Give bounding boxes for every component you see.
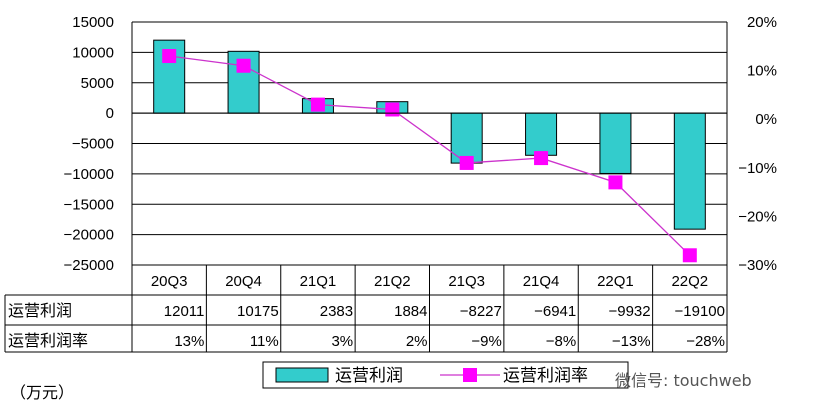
line-series bbox=[162, 49, 697, 263]
y-left-tick-label: 0 bbox=[106, 105, 114, 122]
bar-series bbox=[153, 39, 706, 230]
table-cell: 3% bbox=[331, 333, 353, 350]
table-cell: 12011 bbox=[164, 303, 205, 320]
y-left-tick-label: −15000 bbox=[64, 196, 114, 213]
table-cell: −13% bbox=[612, 333, 651, 350]
y-left-tick-label: −10000 bbox=[64, 166, 114, 183]
line-marker bbox=[534, 151, 549, 166]
line-marker bbox=[608, 175, 623, 190]
gridlines bbox=[132, 21, 727, 266]
y-left-tick-label: 10000 bbox=[72, 44, 114, 61]
y-left-tick-label: −20000 bbox=[64, 227, 114, 244]
table-cell: −19100 bbox=[675, 303, 725, 320]
x-tick-label: 20Q3 bbox=[151, 273, 188, 290]
y-left-tick-label: 15000 bbox=[72, 14, 114, 31]
y-right-tick-label: 10% bbox=[747, 63, 777, 80]
table-row-label: 运营利润率 bbox=[8, 331, 88, 350]
line-marker bbox=[459, 155, 474, 170]
y-left-tick-label: −5000 bbox=[72, 136, 114, 153]
table-cell: 2383 bbox=[320, 303, 353, 320]
table-cell: 13% bbox=[174, 333, 204, 350]
x-tick-label: 21Q2 bbox=[374, 273, 411, 290]
y-right-tick-label: 20% bbox=[747, 14, 777, 31]
bar bbox=[673, 112, 706, 230]
x-tick-label: 21Q3 bbox=[448, 273, 485, 290]
data-table: 20Q3 20Q4 21Q1 21Q2 21Q3 21Q4 22Q1 22Q2 运营利润 1201… bbox=[4, 264, 728, 353]
table-cell: −9% bbox=[471, 333, 501, 350]
line-marker bbox=[162, 49, 177, 64]
watermark-text: 微信号: touchweb bbox=[615, 371, 752, 390]
y-right-tick-label: −10% bbox=[738, 160, 777, 177]
x-tick-label: 22Q2 bbox=[671, 273, 708, 290]
legend-label: 运营利润率 bbox=[503, 366, 588, 386]
table-cell: −8% bbox=[546, 333, 576, 350]
x-tick-label: 22Q1 bbox=[597, 273, 634, 290]
line-marker bbox=[385, 102, 400, 117]
x-tick-label: 21Q1 bbox=[300, 273, 337, 290]
unit-label: （万元） bbox=[10, 383, 74, 402]
bar bbox=[599, 112, 632, 174]
line-marker bbox=[236, 58, 251, 73]
table-cell: −28% bbox=[686, 333, 725, 350]
legend-label: 运营利润 bbox=[335, 366, 403, 386]
line-path bbox=[169, 55, 691, 256]
y-left-tick-label: 5000 bbox=[81, 75, 114, 92]
y-right-tick-label: −30% bbox=[738, 257, 777, 274]
bar bbox=[525, 112, 558, 156]
axes: 15000 10000 5000 0 −5000 −10000 −15000 −20000 −2… bbox=[64, 14, 777, 274]
table-cell: 1884 bbox=[394, 303, 427, 320]
table-cell: 10175 bbox=[237, 303, 279, 320]
table-cell: −8227 bbox=[460, 303, 502, 320]
table-row-label: 运营利润 bbox=[8, 301, 72, 320]
table-cell: 2% bbox=[406, 333, 428, 350]
legend-marker-swatch bbox=[463, 368, 477, 382]
line-marker bbox=[682, 248, 697, 263]
line-marker bbox=[310, 97, 325, 112]
table-cell: 11% bbox=[250, 333, 279, 350]
table-cell: −9932 bbox=[608, 303, 650, 320]
legend: 运营利润 运营利润率 bbox=[262, 361, 629, 389]
legend-bar-swatch bbox=[275, 367, 329, 383]
x-tick-label: 20Q4 bbox=[225, 273, 262, 290]
x-tick-label: 21Q4 bbox=[523, 273, 560, 290]
y-right-tick-label: −20% bbox=[738, 208, 777, 225]
table-cell: −6941 bbox=[534, 303, 576, 320]
y-left-tick-label: −25000 bbox=[64, 257, 114, 274]
y-right-tick-label: 0% bbox=[755, 111, 777, 128]
